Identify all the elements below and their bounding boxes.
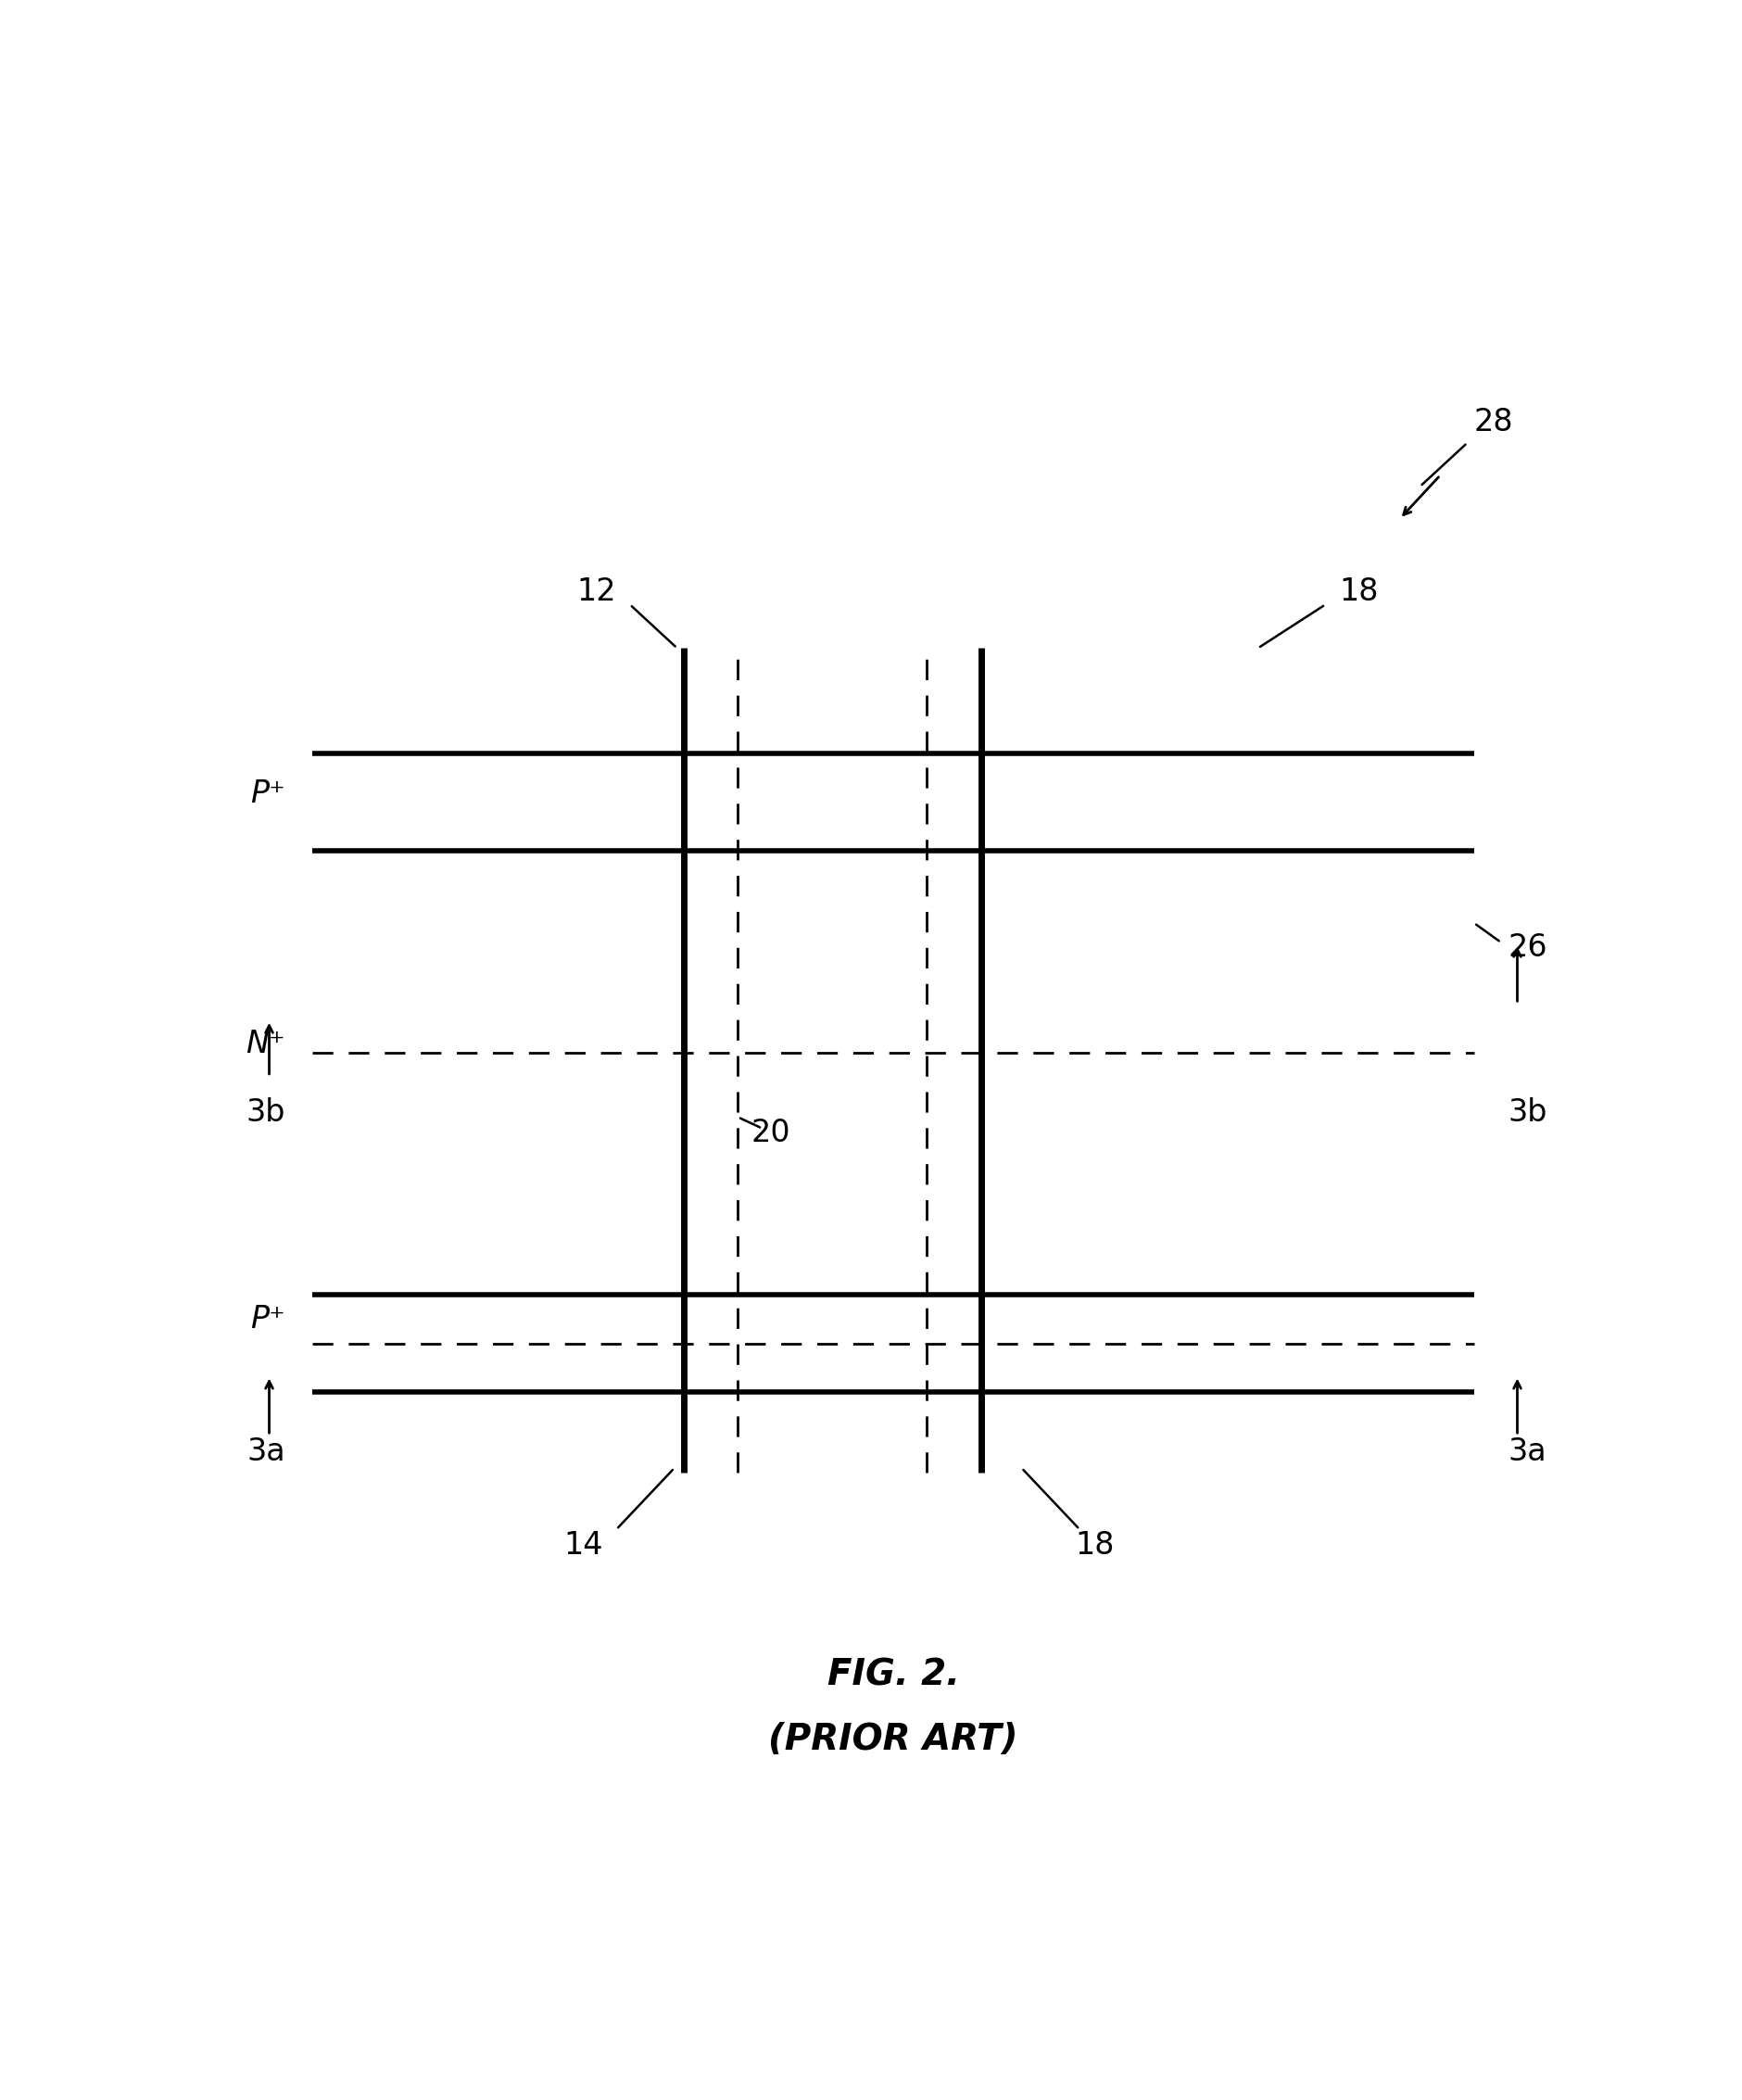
Text: 28: 28 [1474, 407, 1512, 437]
Text: 12: 12 [577, 575, 617, 607]
Text: 26: 26 [1507, 932, 1547, 962]
Text: 14: 14 [563, 1531, 603, 1560]
Text: (PRIOR ART): (PRIOR ART) [768, 1722, 1017, 1758]
Text: 18: 18 [1338, 575, 1378, 607]
Text: P⁺: P⁺ [251, 1304, 286, 1333]
Text: FIG. 2.: FIG. 2. [827, 1657, 958, 1693]
Text: N⁺: N⁺ [246, 1029, 286, 1060]
Text: P⁺: P⁺ [251, 779, 286, 809]
Text: 20: 20 [751, 1117, 791, 1149]
Text: 3b: 3b [246, 1096, 286, 1128]
Text: 18: 18 [1075, 1531, 1115, 1560]
Text: 3a: 3a [1507, 1436, 1545, 1468]
Text: 3a: 3a [247, 1436, 286, 1468]
Text: 3b: 3b [1507, 1096, 1547, 1128]
